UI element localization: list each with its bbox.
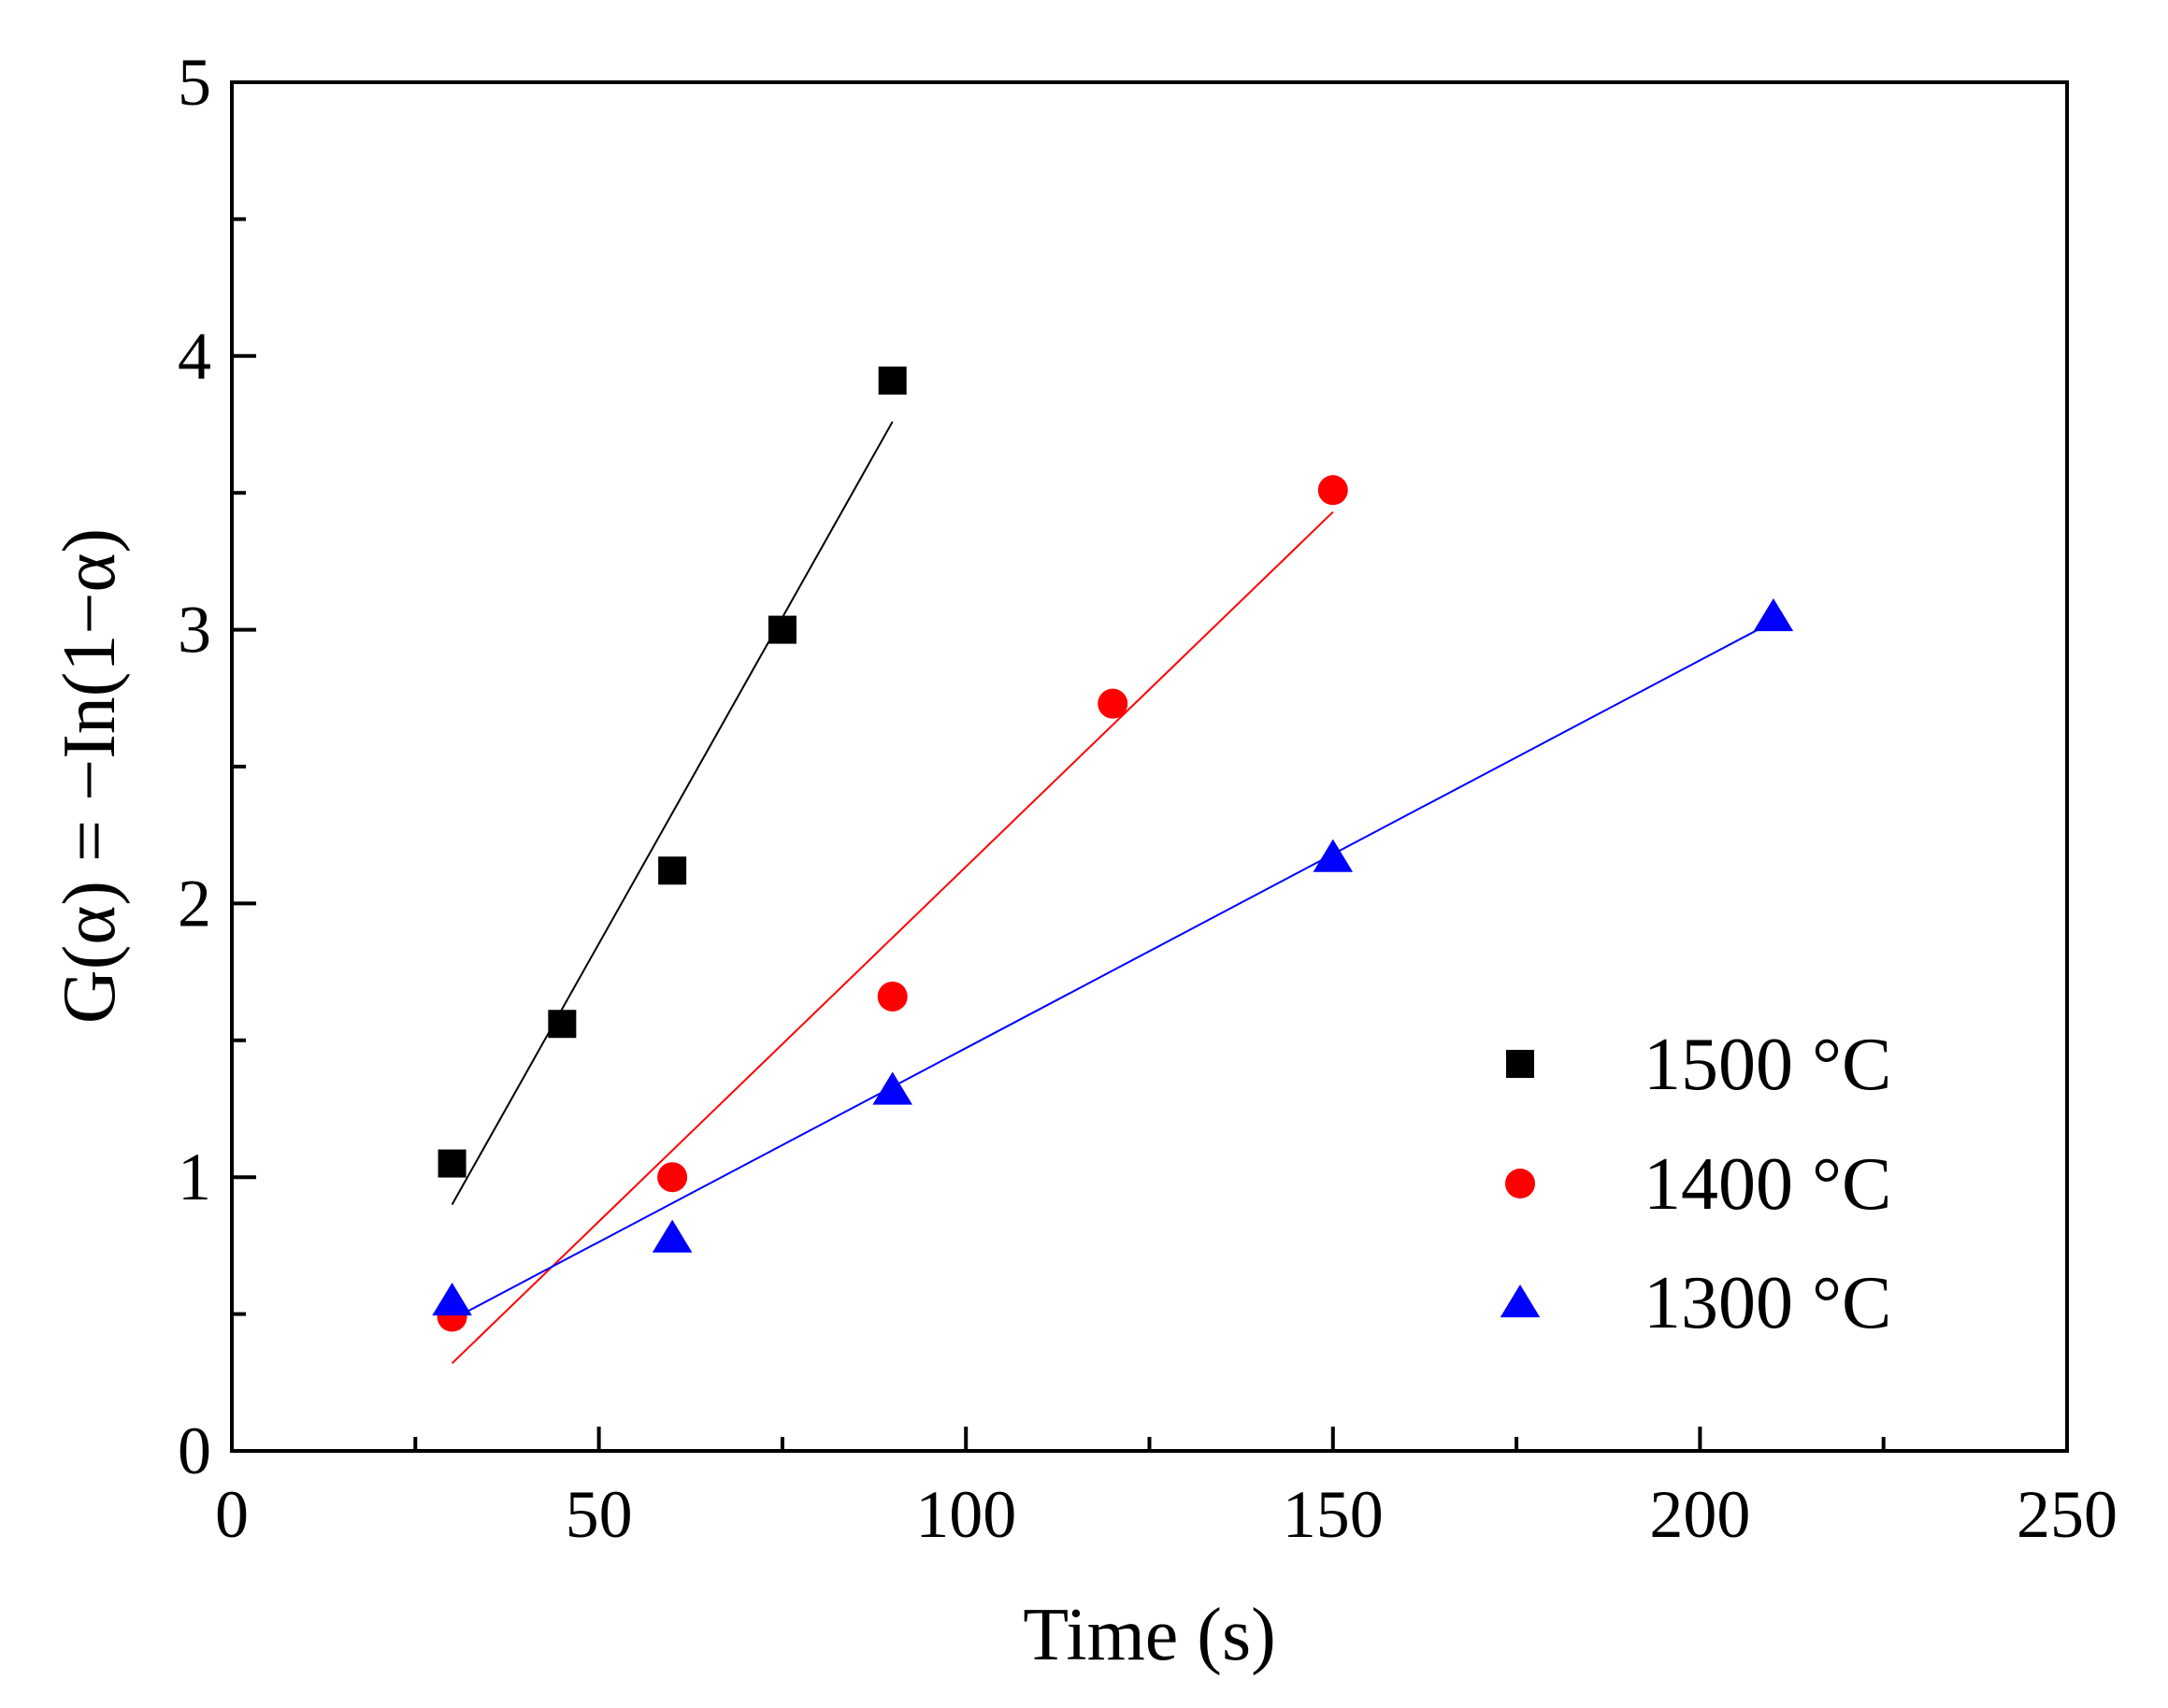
data-point-series-1 bbox=[658, 856, 687, 885]
y-tick-label: 4 bbox=[178, 319, 211, 394]
data-point-series-2 bbox=[1098, 688, 1128, 719]
x-tick-label: 100 bbox=[915, 1477, 1016, 1552]
plot-frame bbox=[230, 80, 2069, 1453]
data-point-series-3 bbox=[872, 1071, 912, 1105]
fit-line-series-1 bbox=[451, 421, 894, 1205]
data-point-series-3 bbox=[432, 1282, 472, 1316]
x-tick-label: 0 bbox=[215, 1477, 249, 1552]
legend-marker-1 bbox=[1506, 1050, 1534, 1078]
data-point-series-1 bbox=[548, 1010, 577, 1039]
y-tick-label: 3 bbox=[178, 593, 211, 667]
data-point-series-3 bbox=[1313, 839, 1354, 872]
data-point-series-2 bbox=[877, 981, 908, 1012]
legend-marker-2 bbox=[1505, 1169, 1535, 1198]
legend-label-2: 1400 °C bbox=[1644, 1143, 1891, 1226]
y-axis-title: G(α) = −In(1−α) bbox=[49, 528, 131, 1024]
x-axis-title: Time (s) bbox=[1023, 1594, 1275, 1676]
y-tick-label: 5 bbox=[178, 45, 211, 120]
legend: 1500 °C 1400 °C 1300 °C bbox=[1500, 1024, 1891, 1344]
y-tick-label: 2 bbox=[178, 866, 211, 940]
data-point-series-3 bbox=[1753, 597, 1794, 632]
data-point-series-1 bbox=[878, 366, 907, 395]
fit-line-series-3 bbox=[452, 620, 1774, 1321]
y-tick-label: 0 bbox=[178, 1414, 211, 1488]
x-tick-label: 200 bbox=[1649, 1477, 1750, 1552]
fit-lines bbox=[451, 421, 1774, 1365]
x-tick-label: 50 bbox=[566, 1477, 633, 1552]
legend-label-1: 1500 °C bbox=[1644, 1024, 1891, 1106]
y-tick-label: 1 bbox=[178, 1140, 211, 1214]
data-point-series-1 bbox=[768, 615, 797, 644]
data-point-series-2 bbox=[1317, 475, 1348, 506]
y-tick-labels: 0 1 2 3 4 5 bbox=[178, 45, 211, 1488]
x-tick-label: 250 bbox=[2017, 1477, 2118, 1552]
legend-marker-3 bbox=[1500, 1285, 1541, 1318]
x-tick-label: 150 bbox=[1283, 1477, 1384, 1552]
fit-line-series-2 bbox=[451, 510, 1334, 1365]
data-point-series-3 bbox=[652, 1219, 693, 1253]
x-tick-labels: 0 50 100 150 200 250 bbox=[215, 1477, 2118, 1552]
data-points bbox=[432, 366, 1794, 1332]
data-point-series-1 bbox=[438, 1149, 467, 1178]
legend-label-3: 1300 °C bbox=[1644, 1262, 1891, 1344]
axis-ticks bbox=[230, 80, 2069, 1453]
data-point-series-2 bbox=[657, 1162, 688, 1193]
